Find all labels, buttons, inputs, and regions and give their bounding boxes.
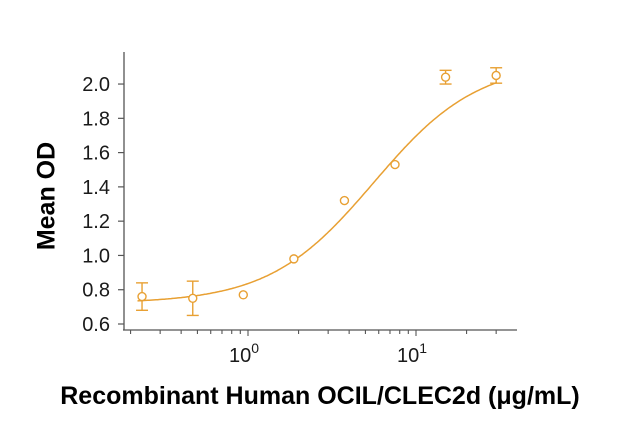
data-point bbox=[339, 195, 350, 206]
data-point bbox=[390, 159, 400, 170]
y-tick-label: 0.8 bbox=[82, 280, 110, 302]
x-tick-label: 101 bbox=[397, 340, 427, 367]
x-tick-label: 100 bbox=[229, 340, 259, 367]
y-tick-label: 2.0 bbox=[82, 74, 110, 96]
data-point bbox=[490, 67, 503, 84]
data-marker bbox=[289, 254, 299, 264]
data-marker bbox=[188, 293, 198, 303]
axes: 0.6 0.8 1.0 1.2 1.4 1.6 1.8 2.0 100 101 bbox=[82, 52, 517, 367]
data-point bbox=[289, 254, 299, 264]
data-marker bbox=[339, 195, 350, 206]
data-point bbox=[186, 280, 199, 317]
data-point bbox=[238, 290, 248, 300]
data-points bbox=[136, 67, 503, 317]
y-tick-label: 1.2 bbox=[82, 211, 110, 233]
y-tick-label: 1.4 bbox=[82, 177, 110, 199]
data-point bbox=[439, 69, 452, 85]
x-axis-label: Recombinant Human OCIL/CLEC2d (μg/mL) bbox=[60, 382, 580, 410]
data-marker bbox=[491, 70, 501, 81]
y-tick-label: 1.8 bbox=[82, 108, 110, 130]
fit-curve bbox=[137, 81, 498, 302]
data-marker bbox=[440, 72, 451, 82]
data-point bbox=[136, 282, 149, 311]
data-marker bbox=[238, 290, 248, 300]
data-marker bbox=[137, 291, 147, 302]
y-tick-label: 1.6 bbox=[82, 143, 110, 165]
y-axis-label: Mean OD bbox=[32, 141, 61, 251]
y-tick-label: 0.6 bbox=[82, 314, 110, 336]
data-marker bbox=[390, 159, 400, 170]
y-tick-label: 1.0 bbox=[82, 245, 110, 267]
fit-curve-path bbox=[137, 81, 498, 302]
